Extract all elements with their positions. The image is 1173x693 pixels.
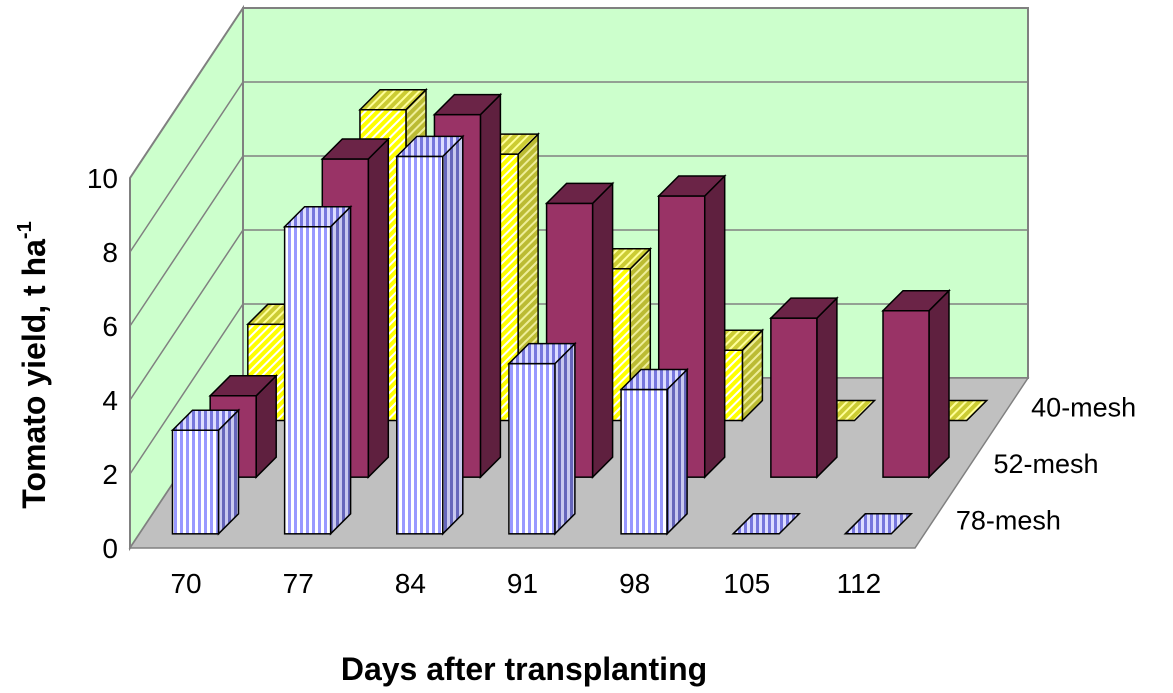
x-tick-label: 91 (507, 568, 538, 599)
bar-side (217, 408, 240, 536)
bar-front (620, 388, 668, 535)
bar-front (396, 155, 444, 535)
y-tick-label: 8 (102, 237, 118, 268)
x-axis-title: Days after transplanting (341, 651, 707, 687)
gridline-4 (129, 229, 1028, 401)
x-tick-label: 98 (619, 568, 650, 599)
gridline-8 (129, 81, 1028, 253)
bar-side (666, 367, 688, 536)
bar-front (770, 317, 818, 478)
bar-side (329, 204, 352, 536)
series-label: 78-mesh (956, 506, 1061, 536)
bar-top (394, 135, 465, 158)
bar-front (171, 429, 220, 535)
bar-top (731, 513, 802, 535)
bar-top (358, 88, 428, 111)
bar-top (881, 289, 951, 312)
gridline-2 (129, 303, 1028, 475)
series-label: 40-mesh (1031, 392, 1136, 422)
bar-front (508, 362, 556, 535)
x-tick-label: 77 (283, 568, 314, 599)
bar-78-mesh-70 (170, 408, 241, 536)
bar-top (544, 182, 615, 205)
bar-top (769, 297, 839, 319)
bar-top (170, 409, 241, 431)
y-tick-label: 6 (102, 311, 118, 342)
y-axis-title: Tomato yield, t ha-1 (14, 221, 52, 508)
y-axis-title-text: Tomato yield, t ha (16, 239, 52, 509)
bar-side (554, 341, 576, 536)
bar-side (928, 288, 950, 480)
y-tick-label: 10 (87, 163, 118, 194)
bar-top (432, 93, 503, 116)
bar-top (843, 513, 914, 535)
chart-bars (170, 87, 989, 536)
series-label: 52-mesh (994, 449, 1099, 479)
bar-78-mesh-91 (507, 341, 577, 536)
bar-side (816, 296, 838, 480)
chart-labels: 0 2 4 6 8 10 70 77 84 91 98 105 112 78-mesh 52-mesh 40-… (87, 163, 1136, 599)
x-tick-label: 105 (723, 568, 770, 599)
bar-78-mesh-98 (619, 367, 689, 536)
bar-front (283, 225, 332, 535)
bar-78-mesh-77 (282, 204, 353, 536)
y-axis-title-superscript: -1 (14, 221, 36, 239)
x-tick-label: 112 (837, 568, 882, 599)
bar-top (507, 342, 577, 365)
y-tick-label: 4 (102, 385, 118, 416)
y-tick-label: 0 (102, 533, 118, 564)
x-tick-label: 84 (395, 568, 426, 599)
x-tick-label: 70 (170, 568, 201, 599)
bar-side (591, 181, 614, 480)
bar-top (320, 138, 391, 160)
bar-78-mesh-112 (843, 513, 914, 535)
gridline-10 (129, 7, 1028, 179)
bar-78-mesh-84 (394, 134, 465, 536)
bar-top (208, 375, 279, 397)
bar-side (703, 174, 726, 480)
bar-front (882, 309, 930, 478)
bar-top (619, 368, 689, 391)
bar-side (479, 92, 502, 480)
bar-78-mesh-105 (731, 513, 802, 535)
bar-52-mesh-112 (881, 288, 951, 480)
y-tick-label: 2 (102, 459, 118, 490)
bar-top (656, 175, 727, 197)
bar-side (367, 137, 390, 480)
gridline-6 (129, 155, 1028, 327)
bar-52-mesh-105 (769, 296, 839, 480)
bar-side (442, 134, 464, 536)
bar-top (282, 205, 353, 228)
